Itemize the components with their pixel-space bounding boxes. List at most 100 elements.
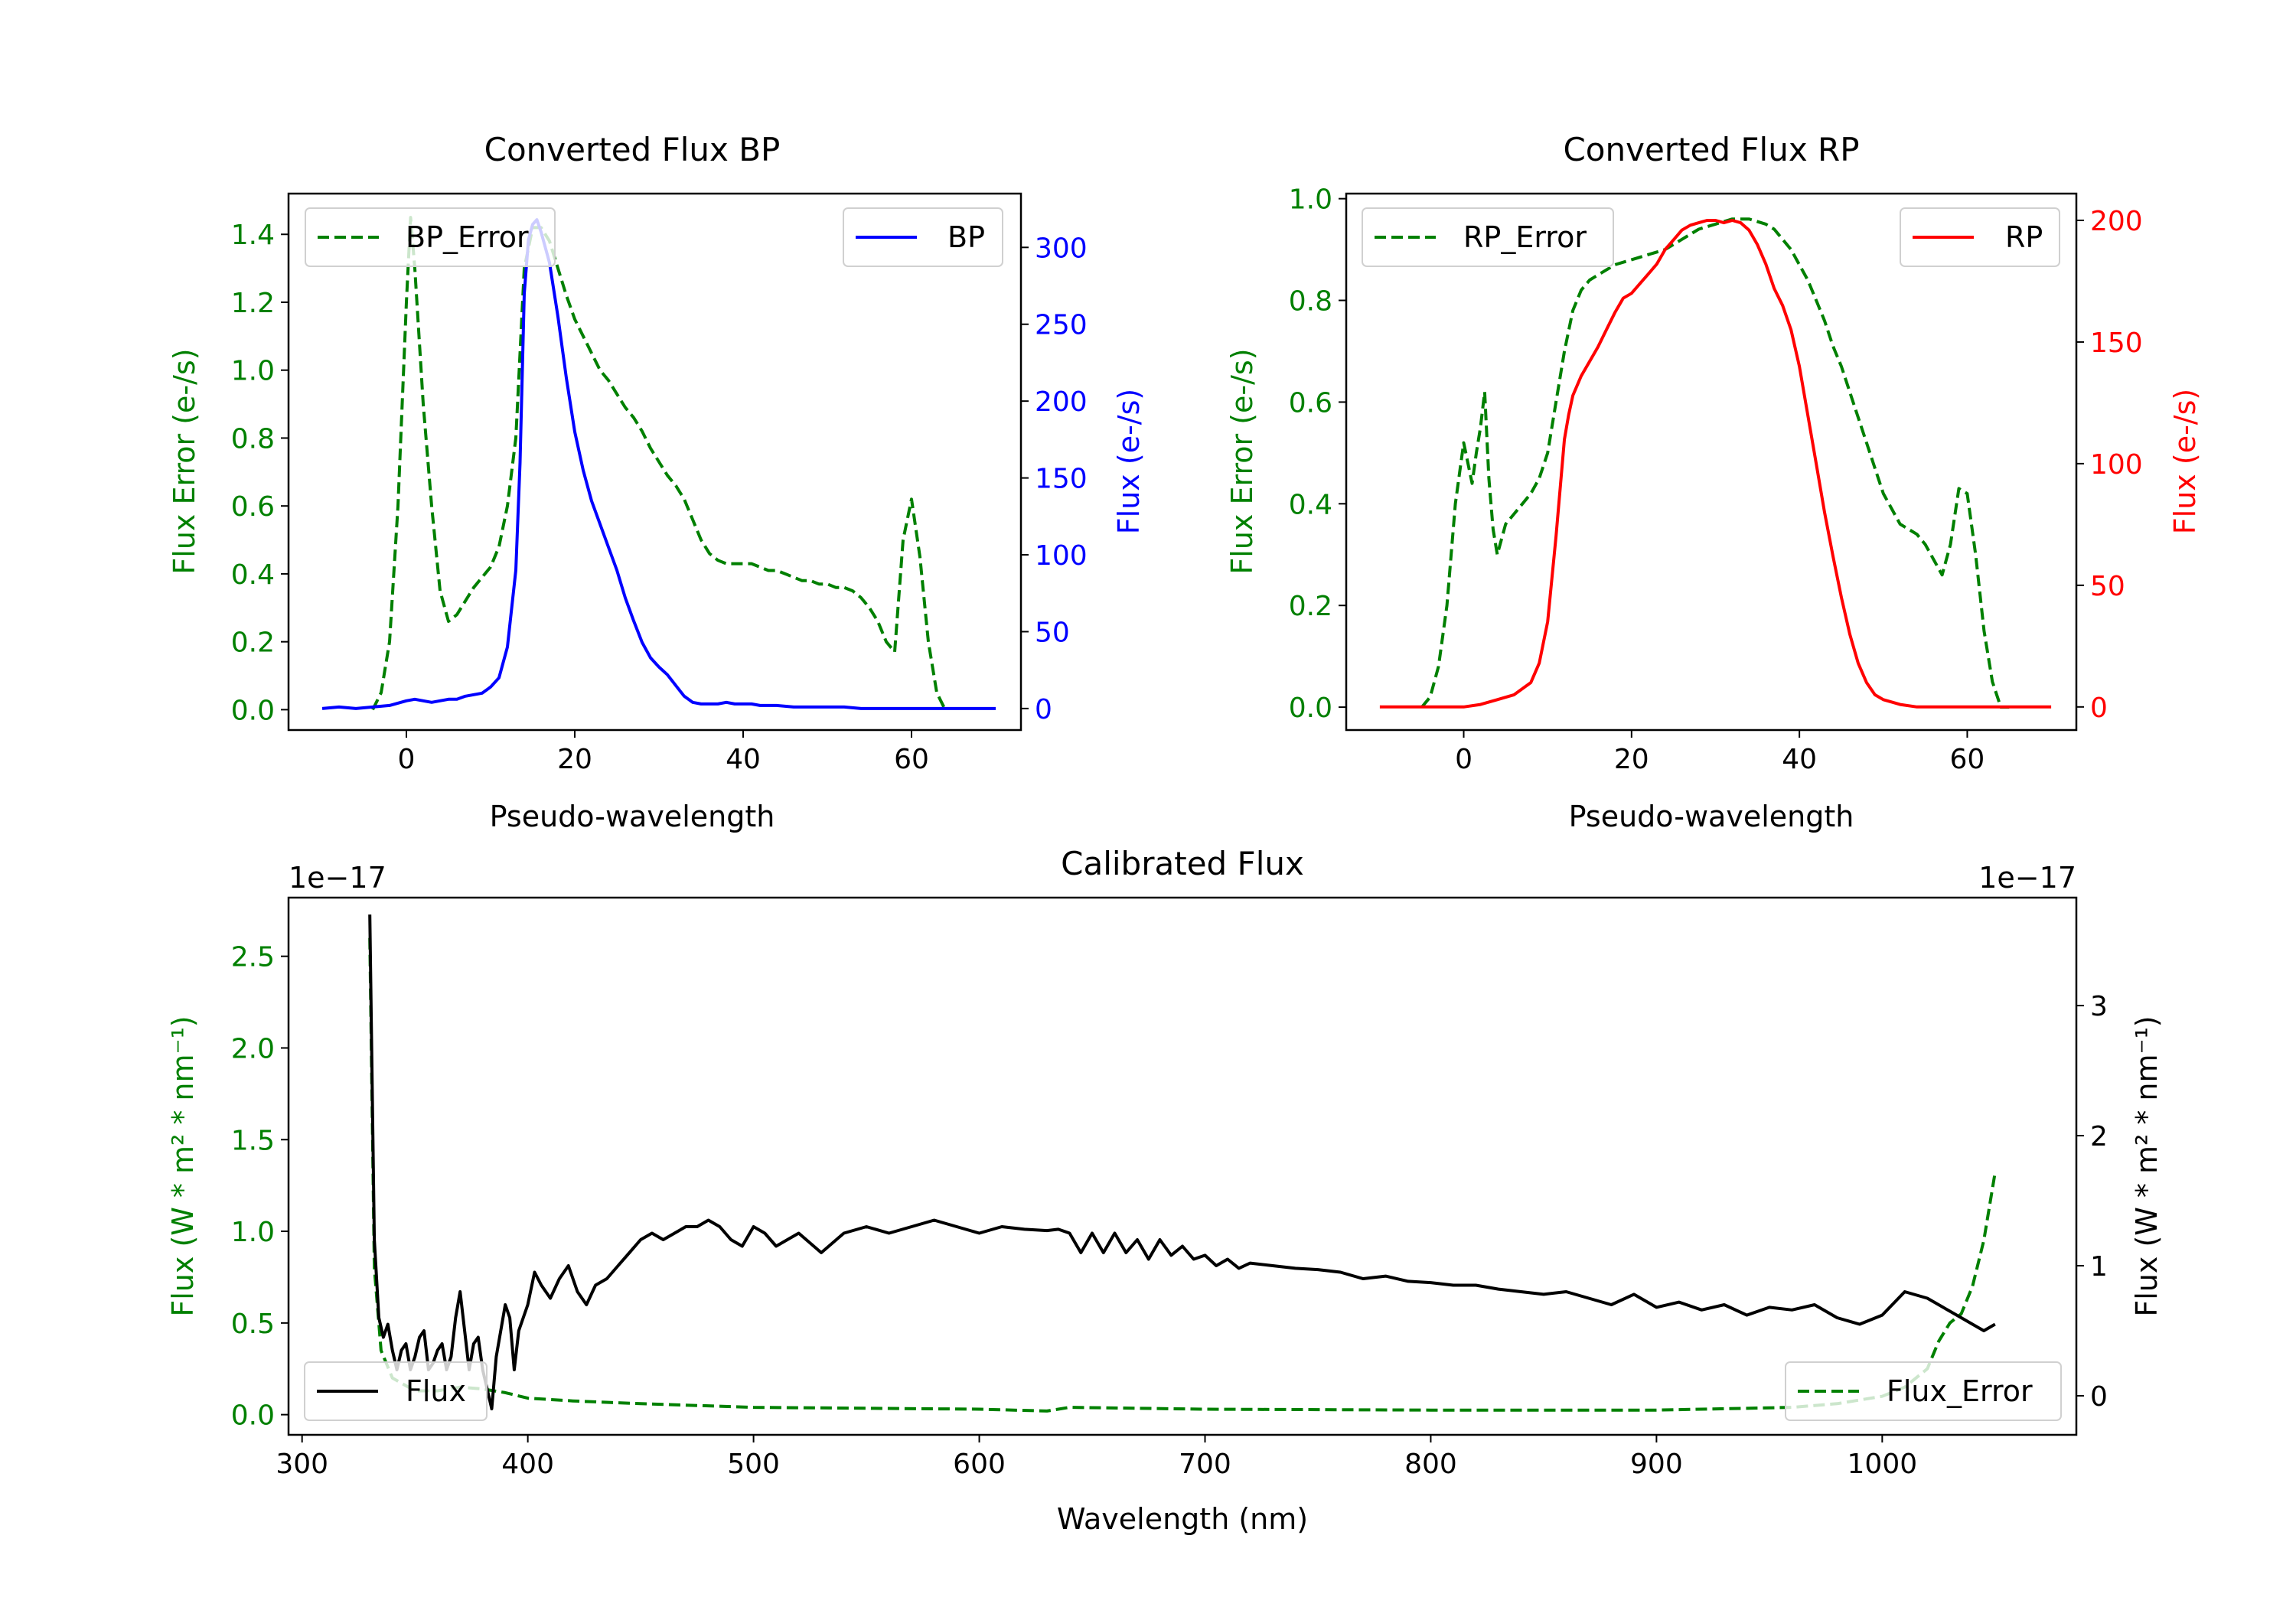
cal-ytick-right-label: 3 [2090, 991, 2108, 1022]
bp-xlabel: Pseudo-wavelength [490, 800, 775, 833]
rp-series-rp-error-line [1420, 217, 2010, 709]
rp-ytick-left-label: 0.4 [1289, 489, 1332, 520]
cal-ticks: 300 400 500 600 700 800 900 1000 0.0 0.5 1.0 1.5 2.0… [231, 942, 2108, 1480]
cal-ytick-left-label: 2.5 [231, 942, 275, 973]
rp-xtick-label: 60 [1950, 744, 1985, 775]
rp-ytick-right-label: 150 [2090, 328, 2143, 359]
rp-ytick-right-label: 200 [2090, 206, 2143, 237]
bp-ticks: 0 20 40 60 0.0 0.2 0.4 0.6 0.8 1.0 1.2 1.4 0 50 100 150… [231, 220, 1088, 775]
rp-panel: Converted Flux RP 0 20 40 60 0.0 0.2 0.4 0.6 0.8… [1225, 131, 2202, 833]
rp-xtick-label: 0 [1455, 744, 1473, 775]
cal-legend-left-box [1785, 1361, 2062, 1421]
rp-legend-right-box [1900, 207, 2060, 267]
bp-series-bp-error-line [371, 216, 947, 711]
bp-lines [321, 216, 996, 711]
rp-xlabel: Pseudo-wavelength [1569, 800, 1854, 833]
cal-ylabel-left: Flux (W * m² * nm⁻¹) [166, 1015, 200, 1316]
cal-series-flux-line [368, 914, 1996, 1410]
bp-ytick-left-label: 1.2 [231, 288, 275, 319]
cal-xtick-label: 300 [276, 1449, 328, 1480]
rp-ticks: 0 20 40 60 0.0 0.2 0.4 0.6 0.8 1.0 0 50 100 150 200 [1289, 184, 2143, 775]
bp-xtick-label: 60 [894, 744, 929, 775]
bp-legend-left: BP_Error [305, 207, 556, 267]
cal-legend-right: Flux [304, 1361, 488, 1421]
cal-legend-right-label: Flux [406, 1374, 466, 1408]
rp-ytick-left-label: 0.6 [1289, 387, 1332, 419]
cal-legend-right-box [304, 1361, 488, 1421]
rp-ytick-right-label: 100 [2090, 449, 2143, 481]
cal-ytick-left-label: 0.5 [231, 1309, 275, 1340]
rp-xtick-label: 40 [1782, 744, 1817, 775]
rp-ytick-right-label: 0 [2090, 693, 2108, 724]
cal-xtick-label: 1000 [1848, 1449, 1918, 1480]
bp-ytick-right-label: 50 [1035, 617, 1070, 648]
bp-legend-right: BP [843, 207, 1003, 267]
cal-ytick-right-label: 2 [2090, 1121, 2108, 1152]
cal-offset-left: 1e−17 [289, 861, 386, 895]
cal-title: Calibrated Flux [1061, 845, 1304, 882]
bp-ytick-left-label: 0.8 [231, 423, 275, 455]
bp-ytick-right-label: 250 [1035, 310, 1088, 341]
bp-legend-left-label: BP_Error [406, 220, 529, 254]
cal-ytick-left-label: 1.5 [231, 1125, 275, 1156]
bp-xtick-label: 20 [557, 744, 592, 775]
bp-ylabel-right: Flux (e-/s) [1112, 389, 1146, 534]
cal-ytick-right-label: 1 [2090, 1251, 2108, 1283]
bp-legend-right-label: BP [947, 220, 985, 254]
bp-legend-right-box [843, 207, 1003, 267]
bp-ytick-left-label: 1.4 [231, 220, 275, 251]
cal-xtick-label: 400 [501, 1449, 554, 1480]
rp-lines [1379, 217, 2052, 709]
bp-legend-left-box [305, 207, 556, 267]
bp-ytick-left-label: 0.2 [231, 627, 275, 659]
cal-ytick-left-label: 0.0 [231, 1400, 275, 1432]
rp-legend-left-label: RP_Error [1463, 220, 1587, 254]
rp-ylabel-left: Flux Error (e-/s) [1225, 348, 1259, 574]
cal-ytick-right-label: 0 [2090, 1381, 2108, 1413]
cal-xlabel: Wavelength (nm) [1057, 1502, 1308, 1536]
cal-xtick-label: 600 [953, 1449, 1006, 1480]
bp-ytick-left-label: 0.4 [231, 559, 275, 591]
rp-ylabel-right: Flux (e-/s) [2168, 389, 2202, 534]
cal-xtick-label: 500 [727, 1449, 780, 1480]
bp-ytick-right-label: 200 [1035, 386, 1088, 418]
rp-plot-frame [1345, 192, 2078, 732]
bp-ytick-right-label: 300 [1035, 233, 1088, 264]
rp-ytick-left-label: 1.0 [1289, 184, 1332, 216]
bp-ytick-left-label: 1.0 [231, 356, 275, 387]
cal-offset-right: 1e−17 [1978, 861, 2076, 895]
cal-xtick-label: 700 [1179, 1449, 1231, 1480]
rp-title: Converted Flux RP [1563, 131, 1859, 168]
rp-ytick-left-label: 0.2 [1289, 591, 1332, 622]
bp-xtick-label: 40 [726, 744, 761, 775]
rp-legend-left: RP_Error [1362, 207, 1614, 267]
rp-legend-left-box [1362, 207, 1614, 267]
rp-xtick-label: 20 [1614, 744, 1649, 775]
rp-ytick-left-label: 0.8 [1289, 286, 1332, 318]
bp-ytick-left-label: 0.0 [231, 695, 275, 726]
bp-series-bp-line [321, 218, 996, 710]
cal-xtick-label: 900 [1630, 1449, 1683, 1480]
bp-ytick-right-label: 100 [1035, 540, 1088, 572]
cal-panel: Calibrated Flux 1e−17 1e−17 300 400 500 600… [166, 845, 2164, 1536]
rp-ytick-right-label: 50 [2090, 571, 2125, 602]
bp-plot-frame [287, 192, 1022, 732]
cal-ylabel-right: Flux (W * m² * nm⁻¹) [2130, 1015, 2164, 1316]
rp-legend-right-label: RP [2005, 220, 2043, 254]
bp-title: Converted Flux BP [484, 131, 781, 168]
bp-ytick-right-label: 0 [1035, 694, 1052, 725]
rp-series-rp-line [1379, 219, 2052, 709]
cal-ytick-left-label: 2.0 [231, 1033, 275, 1064]
cal-plot-frame [287, 896, 2078, 1436]
bp-panel: Converted Flux BP 0 20 40 60 0.0 0.2 0.4 0.6 0.8… [168, 131, 1146, 833]
bp-ytick-right-label: 150 [1035, 464, 1088, 495]
rp-legend-right: RP [1900, 207, 2060, 267]
cal-ytick-left-label: 1.0 [231, 1217, 275, 1248]
cal-xtick-label: 800 [1404, 1449, 1457, 1480]
bp-ylabel-left: Flux Error (e-/s) [168, 348, 201, 574]
cal-legend-left: Flux_Error [1785, 1361, 2062, 1421]
rp-ytick-left-label: 0.0 [1289, 693, 1332, 724]
bp-ytick-left-label: 0.6 [231, 491, 275, 523]
